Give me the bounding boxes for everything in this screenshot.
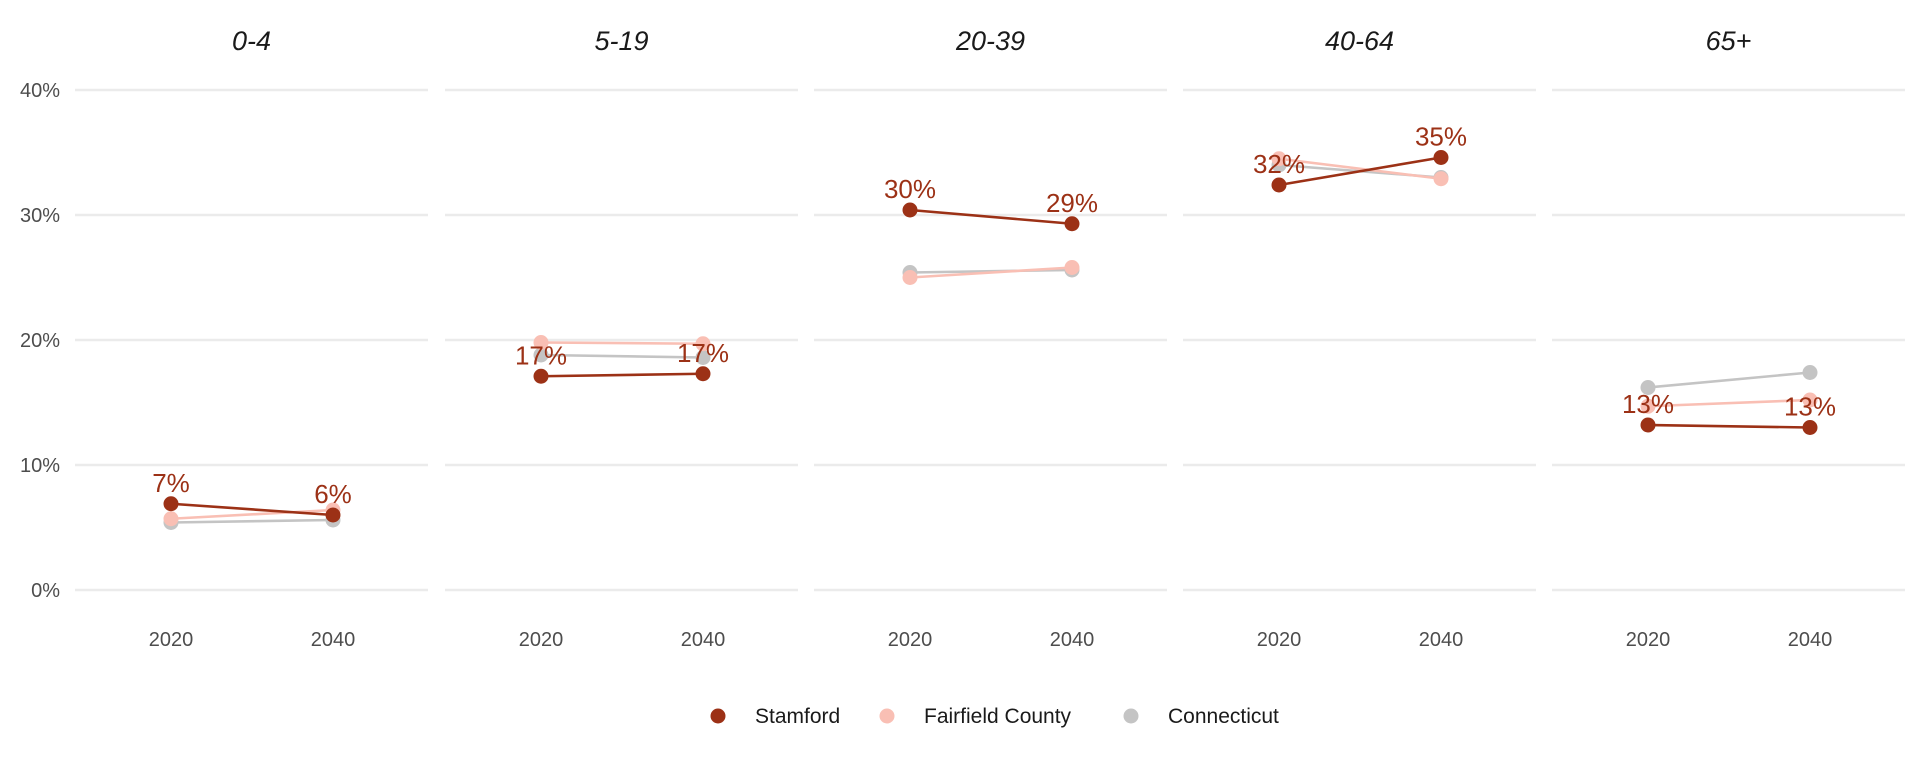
facet-title: 20-39 xyxy=(955,26,1025,56)
x-tick-label: 2040 xyxy=(1788,629,1833,651)
data-point-stamford xyxy=(1064,216,1080,232)
facet-panel-40-64 xyxy=(1271,150,1449,193)
data-point-connecticut xyxy=(1802,365,1818,380)
x-tick-label: 2020 xyxy=(519,629,564,651)
data-point-stamford xyxy=(902,202,918,218)
x-tick-label: 2040 xyxy=(1419,629,1464,651)
data-label: 32% xyxy=(1253,149,1305,179)
x-tick-label: 2020 xyxy=(888,629,933,651)
series-line-stamford xyxy=(540,372,704,378)
data-label: 6% xyxy=(314,479,352,509)
legend-item-stamford: Stamford xyxy=(710,705,840,728)
facet-panel-20-39 xyxy=(902,202,1080,285)
x-tick-label: 2040 xyxy=(681,629,726,651)
data-point-stamford xyxy=(695,366,711,382)
data-point-stamford xyxy=(1271,177,1287,193)
facet-panel-65+ xyxy=(1640,365,1818,435)
y-tick-label: 40% xyxy=(20,80,60,102)
data-point-stamford xyxy=(1640,417,1656,433)
legend-label: Stamford xyxy=(755,705,840,728)
data-point-fairfield-county xyxy=(695,336,711,352)
legend-item-fairfield-county: Fairfield County xyxy=(879,705,1072,728)
series-line-fairfield-county xyxy=(1278,157,1442,181)
x-tick-label: 2020 xyxy=(1626,629,1671,651)
legend-swatch xyxy=(1123,708,1139,724)
series-line-connecticut xyxy=(170,518,334,524)
series-line-stamford xyxy=(170,502,334,517)
facet-panel-0-4 xyxy=(163,496,341,530)
data-point-fairfield-county xyxy=(1640,398,1656,414)
data-point-fairfield-county xyxy=(1064,260,1080,275)
data-point-stamford xyxy=(533,368,549,384)
data-label: 29% xyxy=(1046,188,1098,218)
series-line-fairfield-county xyxy=(170,508,334,521)
data-label: 13% xyxy=(1784,392,1836,422)
legend-swatch xyxy=(710,708,726,724)
data-point-fairfield-county xyxy=(902,270,918,285)
legend-item-connecticut: Connecticut xyxy=(1123,705,1279,728)
data-label: 17% xyxy=(515,340,567,370)
y-tick-label: 30% xyxy=(20,205,60,227)
data-label: 30% xyxy=(884,174,936,204)
series-line-connecticut xyxy=(540,353,704,359)
facet-panel-5-19 xyxy=(533,335,711,384)
x-tick-label: 2040 xyxy=(311,629,356,651)
facet-title: 40-64 xyxy=(1325,26,1394,56)
data-point-stamford xyxy=(325,507,341,523)
data-point-fairfield-county xyxy=(533,335,549,350)
grid-layer xyxy=(75,88,1905,592)
legend-label: Connecticut xyxy=(1168,705,1279,728)
legend-label: Fairfield County xyxy=(924,705,1072,728)
x-tick-label: 2020 xyxy=(149,629,194,651)
series-line-fairfield-county xyxy=(909,266,1073,279)
facet-title: 65+ xyxy=(1706,26,1752,56)
series-layer xyxy=(163,150,1818,530)
data-point-stamford xyxy=(163,496,179,512)
x-tick-label: 2040 xyxy=(1050,629,1095,651)
y-tick-label: 10% xyxy=(20,455,60,477)
data-point-fairfield-county xyxy=(1802,392,1818,408)
legend: Stamford Fairfield County Connecticut xyxy=(710,705,1279,728)
data-label: 35% xyxy=(1415,122,1467,152)
axis-layer: 0% 10% 20% 30% 40% 0-4 2020 2040 5-19 2020 2040 20-… xyxy=(20,26,1832,651)
data-point-stamford xyxy=(1433,150,1449,165)
data-point-connecticut xyxy=(533,347,549,363)
data-label: 7% xyxy=(152,468,190,498)
series-line-stamford xyxy=(1647,423,1811,429)
facet-title: 5-19 xyxy=(594,26,648,56)
data-point-stamford xyxy=(1802,420,1818,435)
data-label: 13% xyxy=(1622,389,1674,419)
legend-swatch xyxy=(879,708,895,724)
y-tick-label: 20% xyxy=(20,330,60,352)
data-point-fairfield-county xyxy=(1271,151,1287,167)
label-layer: 7% 6% 17% 17% 30% 29% 32% 35% 13% 13% xyxy=(152,122,1836,510)
data-point-connecticut xyxy=(1640,380,1656,395)
series-line-connecticut xyxy=(1647,371,1811,389)
y-tick-label: 0% xyxy=(31,580,60,602)
series-line-stamford xyxy=(1278,156,1442,187)
data-label: 17% xyxy=(677,338,729,368)
series-line-stamford xyxy=(909,208,1073,226)
x-tick-label: 2020 xyxy=(1257,629,1302,651)
facet-title: 0-4 xyxy=(232,26,271,56)
series-line-fairfield-county xyxy=(1647,398,1811,408)
data-point-fairfield-county xyxy=(1433,171,1449,187)
series-line-fairfield-county xyxy=(540,341,704,346)
data-point-fairfield-county xyxy=(163,511,179,527)
data-point-connecticut xyxy=(695,350,711,365)
